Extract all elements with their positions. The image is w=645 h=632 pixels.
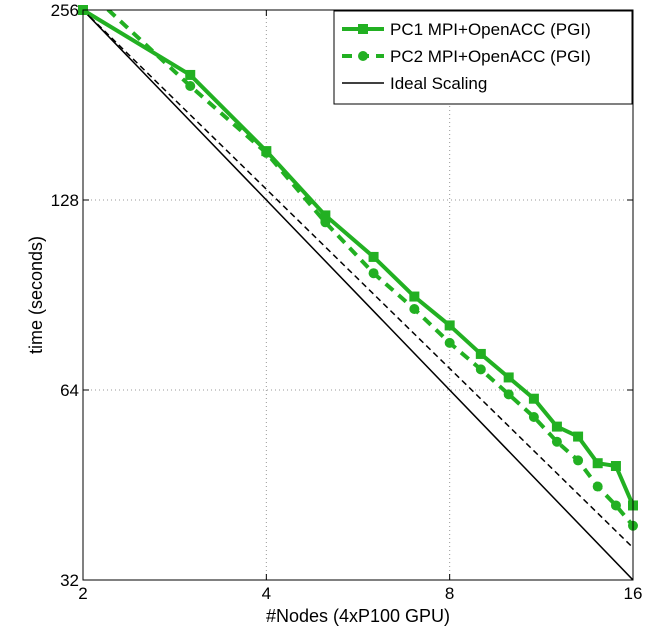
series-1-point (528, 393, 539, 404)
legend-entry: PC2 MPI+OpenACC (PGI) (342, 47, 591, 66)
y-tick-label: 128 (51, 191, 79, 210)
series-1-point (592, 458, 603, 469)
x-tick-label: 16 (624, 584, 643, 603)
series-2-point (503, 389, 514, 400)
series-3 (83, 10, 633, 549)
series-1-point (444, 320, 455, 331)
legend-entry: Ideal Scaling (342, 74, 487, 93)
series-2-point (368, 268, 379, 279)
series-1-point (320, 210, 331, 221)
series-2-point (475, 364, 486, 375)
series-2-point (409, 304, 420, 315)
series-2-point (592, 481, 603, 492)
series-1-point (573, 431, 584, 442)
series-1-point (185, 69, 196, 80)
legend-label: Ideal Scaling (390, 74, 487, 93)
legend-entry: PC1 MPI+OpenACC (PGI) (342, 20, 591, 39)
series-4 (83, 10, 633, 580)
y-axis-label: time (seconds) (26, 236, 46, 354)
x-tick-label: 2 (78, 584, 87, 603)
series-2-markers (185, 81, 638, 531)
y-tick-label: 64 (60, 381, 79, 400)
series-2-point (444, 337, 455, 348)
series-2-point (528, 411, 539, 422)
series-2-point (551, 436, 562, 447)
ticks: 2 4 8 16 32 64 128 256 (51, 1, 643, 603)
x-axis-label: #Nodes (4xP100 GPU) (266, 606, 450, 626)
series-1-point (475, 348, 486, 359)
y-tick-label: 256 (51, 1, 79, 20)
legend-swatch-marker (358, 51, 368, 61)
series-4-line (83, 10, 633, 580)
series-2-point (610, 500, 621, 511)
series-3-line (83, 10, 633, 549)
series-2-point (320, 217, 331, 228)
plot-frame (82, 9, 634, 581)
grid (83, 10, 633, 580)
series-1-point (610, 461, 621, 472)
series-layer (78, 5, 638, 580)
series-1-point (551, 421, 562, 432)
legend: PC1 MPI+OpenACC (PGI) PC2 MPI+OpenACC (PG… (333, 10, 633, 105)
x-tick-label: 8 (445, 584, 454, 603)
series-1-point (503, 372, 514, 383)
x-tick-label: 4 (262, 584, 271, 603)
series-2-point (573, 455, 584, 466)
series-1-point (368, 251, 379, 262)
series-1-point (409, 291, 420, 302)
series-2-point (261, 147, 272, 158)
legend-label: PC2 MPI+OpenACC (PGI) (390, 47, 591, 66)
series-2-point (185, 81, 196, 92)
legend-label: PC1 MPI+OpenACC (PGI) (390, 20, 591, 39)
y-tick-label: 32 (60, 571, 79, 590)
legend-swatch-marker (358, 24, 368, 34)
